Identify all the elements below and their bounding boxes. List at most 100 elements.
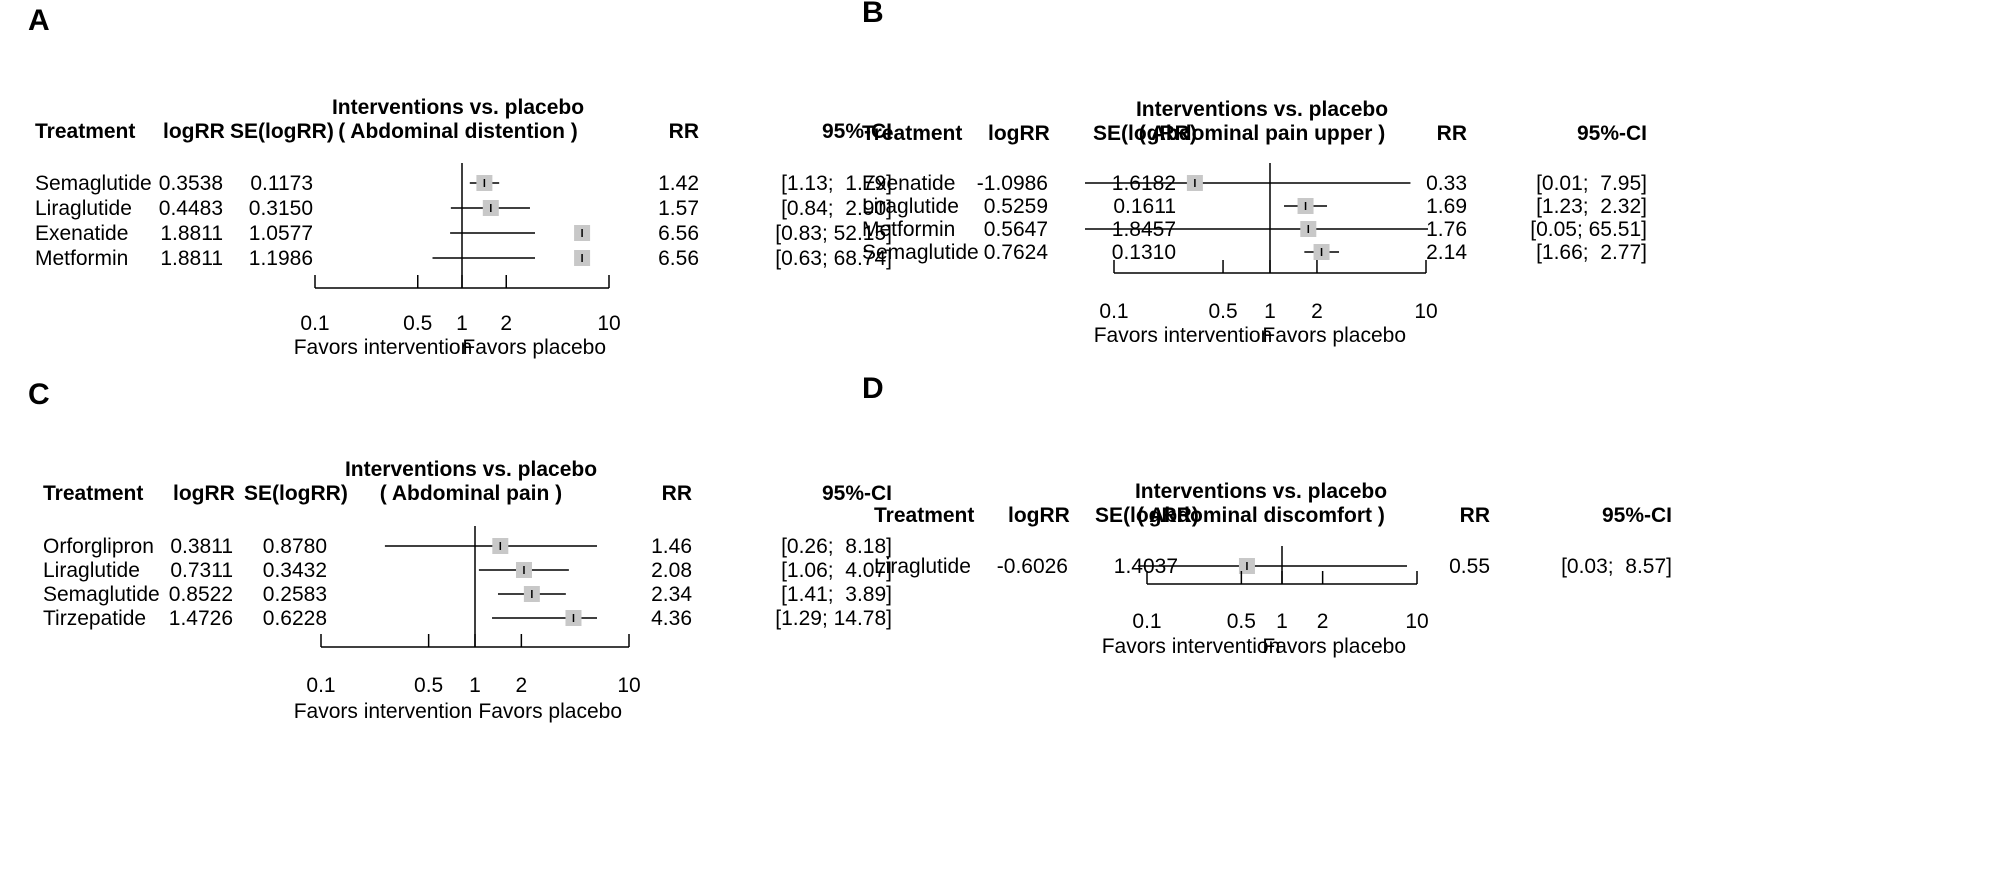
treatment-name: Liraglutide <box>35 197 132 220</box>
x-tick-label: 0.1 <box>306 674 335 697</box>
favors-placebo-label: Favors placebo <box>462 336 606 359</box>
ci-value: [0.03; 8.57] <box>1561 555 1672 578</box>
favors-placebo-label: Favors placebo <box>1262 635 1406 658</box>
logrr-value: -0.6026 <box>997 555 1068 578</box>
plot-subtitle: ( Abdominal pain ) <box>380 482 562 505</box>
x-tick-label: 0.1 <box>1132 610 1161 633</box>
logrr-value: 0.7624 <box>984 241 1049 264</box>
table-row: Semaglutide 0.3538 0.1173 1.42 [1.13; 1.79] <box>35 172 892 195</box>
se-value: 0.2583 <box>263 583 327 606</box>
ci-value: [1.66; 2.77] <box>1536 241 1647 264</box>
panel-label: D <box>862 372 884 405</box>
table-row: Liraglutide 0.4483 0.3150 1.57 [0.84; 2.90] <box>35 197 892 220</box>
ci-value: [1.13; 1.79] <box>781 172 892 195</box>
se-value: 0.3432 <box>263 559 327 582</box>
table-row: Metformin 0.5647 1.8457 1.76 [0.05; 65.51] <box>862 218 1647 241</box>
rr-value: 0.55 <box>1449 555 1490 578</box>
x-tick-label: 10 <box>1405 610 1428 633</box>
treatment-name: Tirzepatide <box>43 607 146 630</box>
se-value: 0.1173 <box>250 172 313 195</box>
column-header-ci: 95%-CI <box>822 120 892 143</box>
logrr-value: 1.4726 <box>169 607 233 630</box>
plot-title: Interventions vs. placebo <box>345 458 597 481</box>
favors-placebo-label: Favors placebo <box>1262 324 1406 347</box>
x-tick-label: 0.5 <box>403 312 432 335</box>
treatment-name: Semaglutide <box>43 583 160 606</box>
rr-value: 0.33 <box>1426 172 1467 195</box>
x-tick-label: 10 <box>597 312 620 335</box>
x-tick-label: 1 <box>469 674 481 697</box>
rr-value: 2.08 <box>651 559 692 582</box>
column-header-logrr: logRR <box>1008 504 1070 527</box>
plot-subtitle: ( Abdominal distention ) <box>338 120 578 143</box>
treatment-name: Exenatide <box>862 172 955 195</box>
favors-intervention-label: Favors intervention <box>1094 324 1273 347</box>
x-tick-label: 10 <box>617 674 640 697</box>
table-row: Exenatide -1.0986 1.6182 0.33 [0.01; 7.95] <box>862 172 1647 195</box>
se-value: 0.6228 <box>263 607 327 630</box>
se-value: 1.0577 <box>249 222 313 245</box>
x-tick-label: 0.5 <box>1227 610 1256 633</box>
plot-subtitle: ( Abdominal pain upper ) <box>1139 122 1386 145</box>
rr-value: 2.14 <box>1426 241 1467 264</box>
x-tick-label: 1 <box>1264 300 1276 323</box>
x-tick-label: 0.1 <box>1099 300 1128 323</box>
logrr-value: 1.8811 <box>160 247 223 270</box>
ci-value: [0.84; 2.90] <box>781 197 892 220</box>
panel-d: D Interventions vs. placebo( Abdominal di… <box>862 372 1672 658</box>
ci-value: [0.26; 8.18] <box>781 535 892 558</box>
logrr-value: 0.8522 <box>169 583 233 606</box>
logrr-value: 0.7311 <box>170 559 233 582</box>
column-header-treatment: Treatment <box>43 482 143 505</box>
treatment-name: Semaglutide <box>35 172 152 195</box>
column-header-treatment: Treatment <box>862 122 962 145</box>
table-row: Metformin 1.8811 1.1986 6.56 [0.63; 68.74] <box>35 247 892 270</box>
table-row: Liraglutide 0.5259 0.1611 1.69 [1.23; 2.32] <box>862 195 1647 218</box>
column-header-se: SE(logRR) <box>230 120 334 143</box>
logrr-value: 0.4483 <box>159 197 223 220</box>
logrr-value: 0.5259 <box>984 195 1048 218</box>
x-tick-label: 10 <box>1414 300 1437 323</box>
column-header-logrr: logRR <box>163 120 225 143</box>
favors-intervention-label: Favors intervention <box>294 336 473 359</box>
panel-label: C <box>28 378 50 411</box>
x-tick-label: 2 <box>500 312 512 335</box>
x-tick-label: 0.5 <box>1208 300 1237 323</box>
column-header-rr: RR <box>1460 504 1490 527</box>
column-header-logrr: logRR <box>173 482 235 505</box>
rr-value: 1.46 <box>651 535 692 558</box>
panel-label: A <box>28 4 50 37</box>
table-row: Semaglutide 0.8522 0.2583 2.34 [1.41; 3.89] <box>43 583 892 606</box>
x-tick-label: 0.5 <box>414 674 443 697</box>
treatment-name: Liraglutide <box>43 559 140 582</box>
x-tick-label: 2 <box>1317 610 1329 633</box>
x-tick-label: 2 <box>1311 300 1323 323</box>
rr-value: 1.69 <box>1426 195 1467 218</box>
plot-title: Interventions vs. placebo <box>1135 480 1387 503</box>
ci-value: [1.06; 4.07] <box>781 559 892 582</box>
ci-value: [0.83; 52.15] <box>775 222 892 245</box>
plot-subtitle: ( Abdominal discomfort ) <box>1137 504 1385 527</box>
column-header-ci: 95%-CI <box>822 482 892 505</box>
favors-intervention-label: Favors intervention <box>1102 635 1281 658</box>
favors-placebo-label: Favors placebo <box>478 700 622 723</box>
table-row: Exenatide 1.8811 1.0577 6.56 [0.83; 52.15] <box>35 222 892 245</box>
x-tick-label: 1 <box>1276 610 1288 633</box>
column-header-treatment: Treatment <box>874 504 974 527</box>
panel-label: B <box>862 0 884 29</box>
rr-value: 4.36 <box>651 607 692 630</box>
logrr-value: -1.0986 <box>977 172 1048 195</box>
ci-value: [0.63; 68.74] <box>775 247 892 270</box>
ci-value: [1.41; 3.89] <box>781 583 892 606</box>
treatment-name: Exenatide <box>35 222 128 245</box>
ci-value: [0.05; 65.51] <box>1530 218 1647 241</box>
rr-value: 2.34 <box>651 583 692 606</box>
treatment-name: Semaglutide <box>862 241 979 264</box>
table-row: Semaglutide 0.7624 0.1310 2.14 [1.66; 2.77] <box>862 241 1647 264</box>
plot-title: Interventions vs. placebo <box>1136 98 1388 121</box>
se-value: 1.1986 <box>249 247 313 270</box>
column-header-se: SE(logRR) <box>1093 122 1197 145</box>
plot-title: Interventions vs. placebo <box>332 96 584 119</box>
rr-value: 1.42 <box>658 172 699 195</box>
